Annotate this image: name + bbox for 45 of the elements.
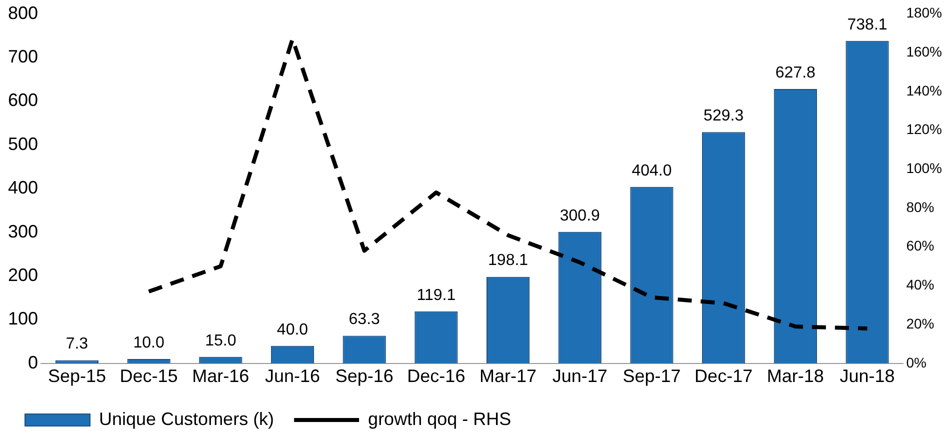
y2-tick-label: 80% [906,198,934,215]
data-label: 40.0 [276,321,308,338]
x-tick-label: Mar-17 [480,366,537,386]
y-tick-label: 200 [8,264,38,285]
data-label: 404.0 [632,162,672,180]
x-tick-label: Jun-17 [552,366,608,386]
y2-tick-label: 20% [906,315,934,332]
legend-label: Unique Customers (k) [99,408,274,429]
y2-tick-label: 140% [906,82,942,98]
data-label: 10.0 [133,334,164,352]
x-tick-label: Sep-17 [622,366,681,386]
x-tick-label: Jun-18 [840,366,895,386]
data-label: 119.1 [416,286,456,304]
y-tick-label: 300 [8,221,38,242]
data-label: 7.3 [66,336,88,353]
data-label: 529.3 [704,108,744,124]
x-tick-label: Dec-17 [694,366,753,386]
y-tick-label: 600 [8,90,38,110]
data-label: 198.1 [488,252,528,270]
x-tick-label: Sep-16 [335,366,394,386]
x-tick-label: Mar-18 [766,366,824,386]
y2-tick-label: 180% [906,4,942,21]
legend-label: growth qoq - RHS [368,408,512,429]
y-tick-label: 800 [8,2,38,23]
x-tick-label: Dec-15 [120,366,178,386]
data-label: 63.3 [348,311,380,328]
data-label: 15.0 [205,332,236,350]
y2-tick-label: 120% [906,121,942,138]
y2-tick-label: 60% [906,238,934,254]
x-tick-label: Jun-16 [264,366,320,386]
y2-tick-label: 40% [906,276,934,293]
data-label: 627.8 [775,64,816,82]
y2-tick-label: 0% [906,354,926,370]
y-tick-label: 700 [8,46,38,66]
x-tick-label: Dec-16 [407,366,466,386]
y-tick-label: 0 [28,352,38,372]
y-tick-label: 100 [8,308,38,329]
data-label: 738.1 [847,16,888,34]
x-tick-label: Mar-16 [192,366,250,386]
y2-tick-label: 160% [906,44,942,60]
y2-tick-label: 100% [906,160,942,176]
y-tick-label: 400 [8,178,38,198]
y-tick-label: 500 [8,134,38,154]
x-tick-label: Sep-15 [48,366,106,386]
data-label: 300.9 [560,207,600,224]
